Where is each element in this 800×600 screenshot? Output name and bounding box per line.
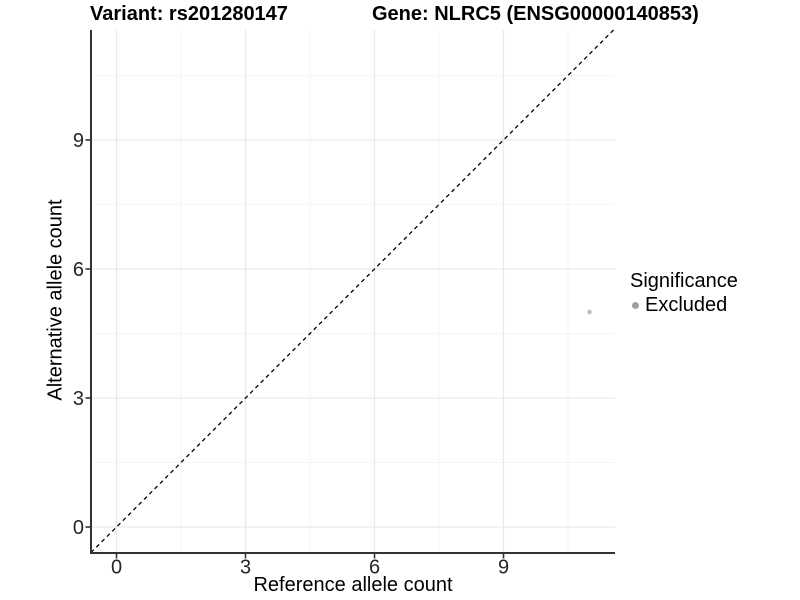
y-tick-label: 6 xyxy=(73,259,84,281)
y-tick-label: 3 xyxy=(73,388,84,410)
y-axis-title: Alternative allele count xyxy=(44,199,67,401)
legend-title: Significance xyxy=(630,270,738,292)
y-tick-label: 9 xyxy=(73,130,84,152)
legend-item-excluded: Excluded xyxy=(630,293,738,317)
x-tick-label: 6 xyxy=(369,557,380,579)
data-point xyxy=(587,309,592,315)
gene-title: Gene: NLRC5 (ENSG00000140853) xyxy=(372,3,699,25)
x-tick-label: 3 xyxy=(240,557,251,579)
y-tick-label: 0 xyxy=(73,517,84,539)
legend: Significance Excluded xyxy=(630,270,738,317)
x-axis-title: Reference allele count xyxy=(253,574,453,596)
x-tick-label: 9 xyxy=(498,557,509,579)
legend-point-icon xyxy=(632,301,639,309)
variant-title: Variant: rs201280147 xyxy=(90,3,288,25)
legend-item-label: Excluded xyxy=(645,294,728,316)
x-tick-label: 0 xyxy=(111,557,122,579)
identity-line xyxy=(90,29,614,553)
